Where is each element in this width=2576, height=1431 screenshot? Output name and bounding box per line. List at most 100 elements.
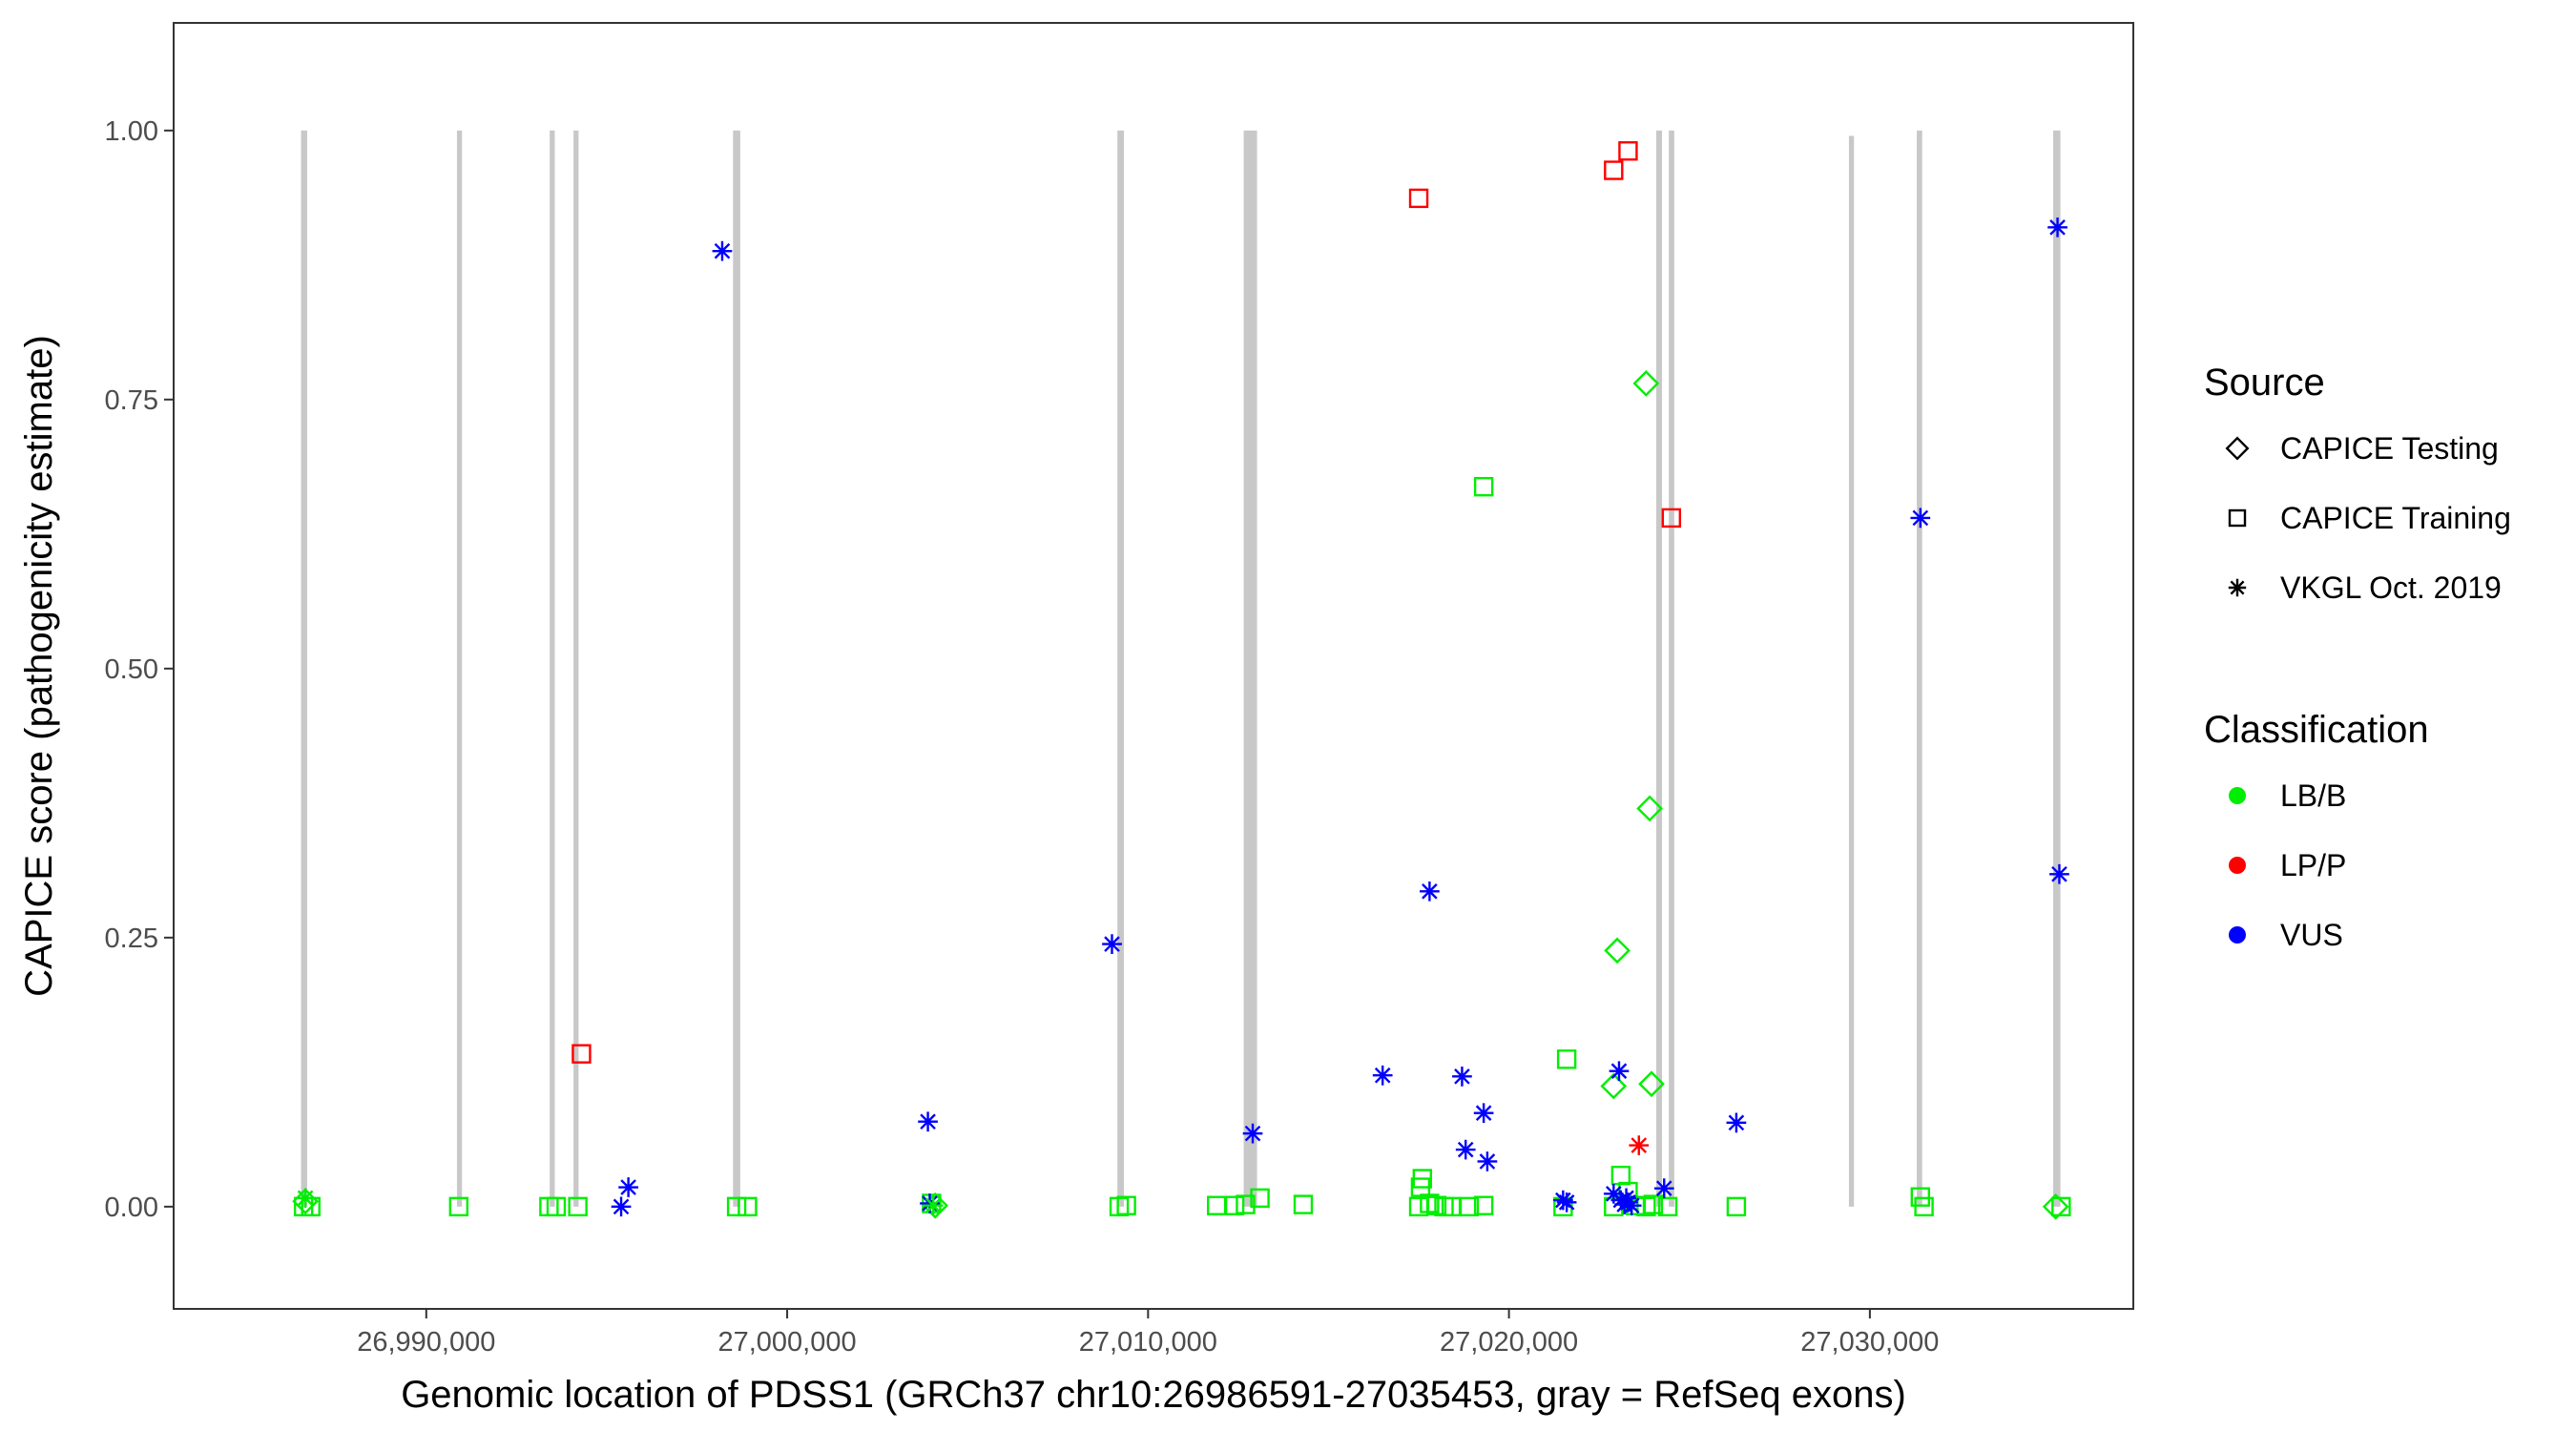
legend-key-asterisk — [2228, 578, 2247, 597]
data-point-asterisk — [611, 1196, 632, 1217]
data-point-square — [1293, 1194, 1314, 1214]
data-point-square — [1250, 1188, 1270, 1209]
exon-band — [456, 130, 463, 1207]
x-axis-title: Genomic location of PDSS1 (GRCh37 chr10:… — [401, 1374, 1906, 1416]
data-point-diamond — [1604, 937, 1631, 964]
data-point-asterisk — [1452, 1066, 1472, 1087]
y-tick-label: 0.00 — [105, 1192, 158, 1223]
y-tick-label: 1.00 — [105, 116, 158, 147]
legend-key-diamond — [2225, 436, 2250, 461]
legend-classification-label: LB/B — [2280, 778, 2346, 813]
x-tick-label: 27,030,000 — [1800, 1327, 1939, 1358]
y-tick-label: 0.25 — [105, 923, 158, 954]
data-point-square — [568, 1196, 588, 1217]
y-tick-label: 0.75 — [105, 385, 158, 416]
exon-band — [2053, 130, 2061, 1207]
exon-band — [1848, 135, 1855, 1207]
data-point-square — [1420, 1193, 1440, 1213]
y-axis-title: CAPICE score (pathogenicity estimate) — [18, 335, 60, 997]
data-point-asterisk — [295, 1188, 316, 1209]
legend-source-title: Source — [2204, 362, 2325, 404]
legend-key-dot — [2229, 926, 2246, 944]
data-point-asterisk — [618, 1177, 638, 1197]
y-tick-label: 0.50 — [105, 654, 158, 685]
data-point-square — [571, 1044, 592, 1064]
data-point-square — [726, 1196, 747, 1217]
legend-classification-label: LP/P — [2280, 848, 2346, 882]
data-point-diamond — [2042, 1192, 2069, 1220]
data-point-square — [1726, 1196, 1747, 1217]
data-point-diamond — [1638, 1070, 1665, 1098]
data-point-square — [1914, 1196, 1934, 1217]
legend-source-label: CAPICE Training — [2280, 501, 2511, 535]
data-point-square — [1657, 1196, 1678, 1217]
data-point-diamond — [1632, 370, 1660, 397]
x-tick-label: 27,020,000 — [1440, 1327, 1578, 1358]
x-tick-label: 26,990,000 — [357, 1327, 495, 1358]
legend-classification-entries: LB/B LP/P VUS — [2229, 778, 2346, 952]
legend-key-dot — [2229, 857, 2246, 874]
data-point-asterisk — [1477, 1151, 1498, 1172]
data-point-square — [2051, 1196, 2071, 1217]
data-point-square — [1661, 508, 1682, 529]
legend-source-label: CAPICE Testing — [2280, 431, 2499, 466]
data-point-asterisk — [1242, 1123, 1263, 1144]
exon-bands — [301, 130, 2061, 1207]
exon-band — [1117, 130, 1124, 1207]
exon-band — [1243, 130, 1257, 1207]
data-point-square — [1618, 141, 1638, 161]
data-point-asterisk — [1621, 1195, 1642, 1216]
data-point-asterisk — [1473, 1103, 1494, 1124]
data-point-diamond — [1600, 1072, 1628, 1100]
data-point-square — [1643, 1194, 1664, 1214]
data-point-asterisk — [1726, 1112, 1747, 1133]
data-point-square — [1459, 1196, 1480, 1217]
exon-band — [733, 130, 740, 1207]
data-point-asterisk — [2047, 217, 2067, 238]
legend-classification-label: VUS — [2280, 918, 2343, 952]
data-point-asterisk — [1616, 1188, 1636, 1209]
data-points — [292, 141, 2071, 1220]
legend-classification-title: Classification — [2204, 709, 2429, 751]
data-point-square — [1556, 1049, 1577, 1069]
data-point-square — [1604, 160, 1624, 180]
data-point-asterisk — [1910, 508, 1931, 529]
data-point-diamond — [1636, 795, 1663, 822]
data-point-square — [1473, 1195, 1494, 1215]
data-point-square — [1236, 1194, 1256, 1214]
plot-panel-border — [173, 22, 2134, 1310]
data-point-square — [448, 1196, 469, 1217]
exon-band — [1655, 130, 1662, 1207]
data-point-square — [546, 1196, 567, 1217]
data-point-asterisk — [1102, 934, 1122, 954]
exon-band — [573, 130, 579, 1207]
data-point-square — [737, 1196, 758, 1217]
data-point-asterisk — [1372, 1065, 1393, 1086]
legend-key-dot — [2229, 787, 2246, 804]
data-point-square — [1473, 476, 1494, 497]
exon-band — [1669, 130, 1674, 1207]
data-point-asterisk — [1629, 1135, 1650, 1155]
data-point-asterisk — [1556, 1192, 1577, 1213]
data-point-square — [1412, 1169, 1433, 1189]
data-point-square — [1224, 1195, 1245, 1215]
legend-source-label: VKGL Oct. 2019 — [2280, 570, 2502, 605]
data-point-asterisk — [918, 1111, 938, 1132]
data-point-square — [1408, 188, 1429, 209]
data-point-asterisk — [2049, 863, 2069, 884]
data-point-asterisk — [1420, 881, 1440, 902]
data-point-asterisk — [712, 240, 733, 261]
x-tick-label: 27,010,000 — [1079, 1327, 1217, 1358]
legend-source-entries: CAPICE Testing CAPICE Training VKGL Oct. 2… — [2225, 431, 2511, 605]
legend: Source CAPICE Testing CAPICE Training VKGL… — [2204, 362, 2511, 952]
exon-band — [550, 130, 555, 1207]
axes: 0.00 0.25 0.50 0.75 1.00 26,990,000 27,000,000… — [105, 116, 1940, 1358]
data-point-square — [1116, 1195, 1136, 1215]
exon-band — [1917, 130, 1922, 1207]
data-point-asterisk — [1653, 1178, 1674, 1199]
data-point-asterisk — [923, 1195, 944, 1216]
data-point-asterisk — [1455, 1139, 1476, 1160]
legend-key-square — [2228, 508, 2247, 528]
